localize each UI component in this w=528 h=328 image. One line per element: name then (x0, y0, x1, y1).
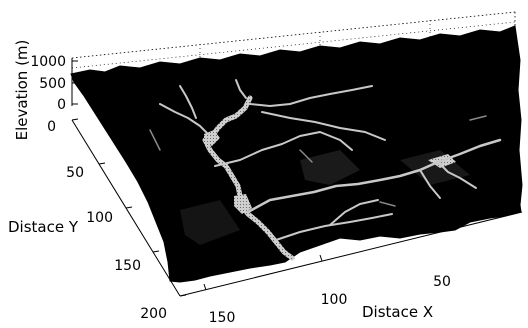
y-tick (71, 118, 79, 121)
y-tick (179, 294, 187, 297)
tick-marks (71, 60, 439, 297)
y-tick (125, 206, 133, 209)
x-axis-line (179, 211, 523, 297)
surface-shade (180, 200, 240, 245)
tributary (149, 129, 161, 151)
tributary (246, 138, 502, 214)
x-tick (319, 254, 323, 262)
tributary (379, 201, 396, 207)
y-tick-label: 150 (114, 258, 141, 274)
y-tick-label: 200 (140, 306, 167, 322)
tributary (179, 85, 197, 119)
x-tick (203, 283, 207, 291)
surface-shade (300, 150, 360, 185)
y-tick-label: 50 (66, 165, 84, 181)
tributary (159, 103, 209, 135)
tributary (261, 111, 386, 141)
tributary (249, 85, 373, 107)
channel-network (149, 79, 502, 261)
z-tick-label: 1000 (30, 54, 66, 70)
tributary (235, 79, 247, 99)
x-axis-title: Distace X (362, 303, 433, 321)
tributary (437, 161, 477, 189)
y-tick-label: 100 (86, 210, 113, 226)
y-tick-labels: 0 50 100 150 200 (47, 119, 167, 322)
surface-body (70, 25, 523, 283)
tributary (299, 149, 313, 163)
y-axis-title: Distace Y (8, 218, 79, 236)
x-tick (435, 226, 439, 234)
z-tick-label: 500 (39, 76, 66, 92)
x-tick-label: 150 (209, 310, 236, 326)
y-tick (152, 250, 160, 253)
x-tick-label: 100 (321, 292, 348, 308)
x-tick-label: 50 (433, 274, 451, 290)
y-tick (98, 162, 106, 165)
y-tick-label: 0 (47, 119, 56, 135)
tributary (419, 169, 441, 199)
tributary (329, 199, 379, 226)
tributary (275, 213, 393, 241)
tributary (469, 115, 487, 121)
z-axis-title: Elevation (m) (13, 40, 31, 141)
x-tick-labels: 150 100 50 (209, 274, 451, 326)
lake-patch (234, 194, 252, 214)
z-tick-label: 0 (57, 97, 66, 113)
main-channel (202, 95, 295, 261)
z-tick-labels: 1000 500 0 (30, 54, 66, 113)
tributary (214, 131, 353, 167)
surface-shade (400, 150, 470, 185)
terrain-surface (70, 25, 523, 283)
